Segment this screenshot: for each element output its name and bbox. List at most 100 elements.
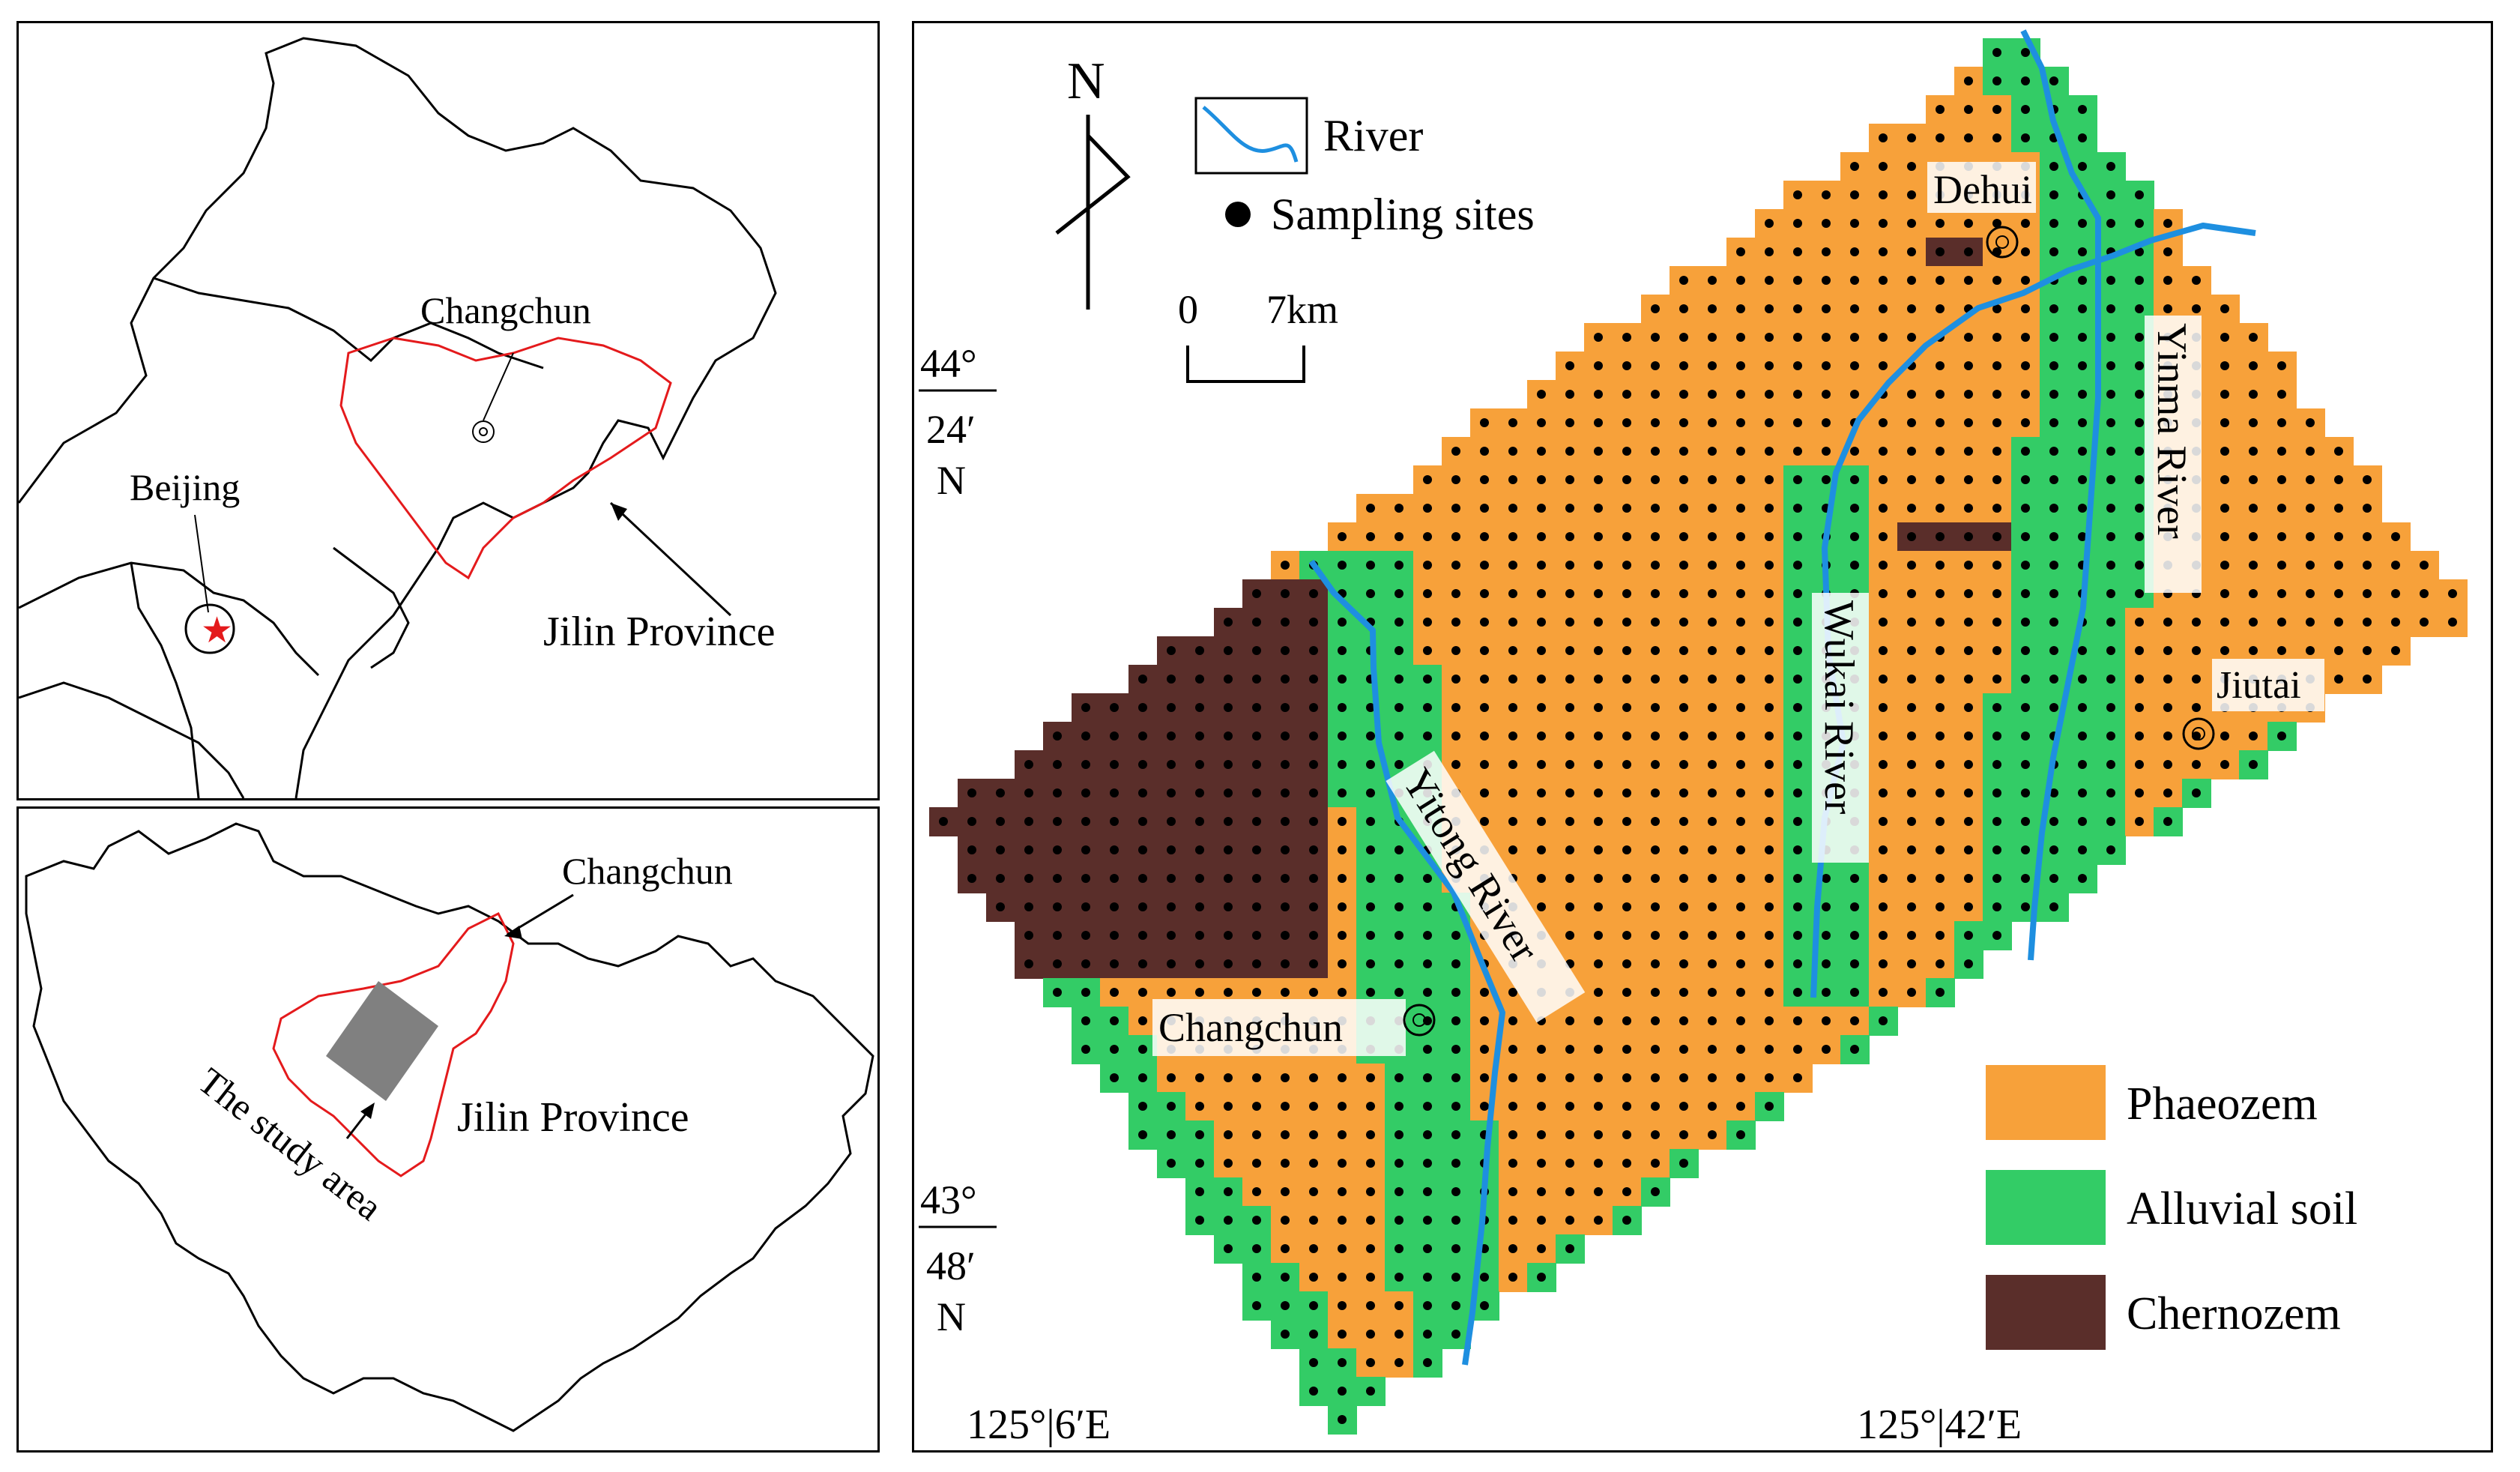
- sampling-site-dot: [1110, 788, 1119, 797]
- sampling-site-dot: [1765, 1016, 1774, 1025]
- sampling-site-dot: [1879, 1016, 1888, 1025]
- sampling-site-dot: [1167, 1102, 1176, 1111]
- sampling-site-dot: [2249, 646, 2258, 655]
- sampling-site-dot: [1736, 333, 1745, 342]
- sampling-site-dot: [1451, 1159, 1460, 1168]
- sampling-site-dot: [1708, 1016, 1717, 1025]
- sampling-site-dot: [1736, 1102, 1745, 1111]
- sampling-site-dot: [2192, 646, 2201, 655]
- sampling-site-dot: [1964, 902, 1973, 911]
- sampling-site-dot: [1708, 931, 1717, 940]
- sampling-site-dot: [1537, 1130, 1546, 1139]
- sampling-site-dot: [1679, 902, 1688, 911]
- sampling-site-dot: [1936, 788, 1945, 797]
- sampling-site-dot: [1992, 475, 2001, 484]
- sampling-site-dot: [1736, 988, 1745, 997]
- sampling-site-dot: [1765, 219, 1774, 228]
- sampling-site-dot: [1395, 760, 1403, 769]
- sampling-site-dot: [2049, 447, 2058, 456]
- sampling-site-dot: [1081, 931, 1090, 940]
- sampling-site-dot: [2049, 845, 2058, 854]
- sampling-site-dot: [1195, 1187, 1204, 1196]
- sampling-site-dot: [1309, 1130, 1318, 1139]
- sampling-site-dot: [1281, 675, 1290, 684]
- sampling-site-dot: [1793, 589, 1802, 598]
- sampling-site-dot: [1992, 874, 2001, 883]
- sampling-site-dot: [1480, 1102, 1489, 1111]
- sampling-site-dot: [1252, 817, 1261, 826]
- sampling-site-dot: [1395, 931, 1403, 940]
- sampling-site-dot: [1338, 1387, 1347, 1396]
- sampling-site-dot: [1736, 390, 1745, 399]
- sampling-site-dot: [1793, 675, 1802, 684]
- sampling-site-dot: [1423, 1045, 1432, 1054]
- sampling-site-dot: [2021, 504, 2030, 513]
- sampling-site-dot: [1907, 732, 1916, 740]
- sampling-site-dot: [1679, 304, 1688, 313]
- sampling-site-dot: [1366, 561, 1375, 570]
- jilin-province-boundary: [339, 337, 672, 580]
- sampling-site-dot: [1992, 532, 2001, 541]
- sampling-site-dot: [1708, 1102, 1717, 1111]
- sampling-site-dot: [1395, 675, 1403, 684]
- sampling-site-dot: [1309, 931, 1318, 940]
- sampling-site-dot: [1195, 959, 1204, 968]
- sampling-site-dot: [1765, 703, 1774, 712]
- sampling-site-dot: [1879, 988, 1888, 997]
- sampling-site-dot: [1366, 1301, 1375, 1310]
- sampling-site-dot: [1252, 760, 1261, 769]
- sampling-site-dot: [1594, 504, 1603, 513]
- sampling-site-dot: [1224, 1130, 1233, 1139]
- sampling-site-dot: [1480, 817, 1489, 826]
- sampling-site-dot: [1907, 475, 1916, 484]
- sampling-site-dot: [1338, 988, 1347, 997]
- sampling-site-dot: [1879, 561, 1888, 570]
- sampling-site-dot: [1936, 760, 1945, 769]
- sampling-site-dot: [2135, 276, 2144, 285]
- sampling-site-dot: [1651, 390, 1660, 399]
- sampling-site-dot: [1651, 788, 1660, 797]
- sampling-site-dot: [1765, 646, 1774, 655]
- sampling-site-dot: [1765, 1045, 1774, 1054]
- sampling-site-dot: [2049, 874, 2058, 883]
- sampling-site-dot: [1338, 1130, 1347, 1139]
- sampling-site-dot: [1594, 931, 1603, 940]
- sampling-site-dot: [1423, 618, 1432, 627]
- sampling-site-dot: [1423, 1159, 1432, 1168]
- sampling-site-dot: [1167, 1073, 1176, 1082]
- sampling-site-dot: [1964, 247, 1973, 256]
- sampling-site-dot: [2277, 532, 2286, 541]
- sampling-site-dot: [1822, 390, 1831, 399]
- sampling-site-dot: [1594, 475, 1603, 484]
- sampling-site-dot: [1964, 646, 1973, 655]
- sampling-site-dot: [2021, 247, 2030, 256]
- sampling-site-dot: [1622, 447, 1631, 456]
- sampling-site-dot: [1936, 675, 1945, 684]
- sampling-site-dot: [2021, 532, 2030, 541]
- sampling-site-dot: [2135, 475, 2144, 484]
- sampling-site-dot: [1451, 561, 1460, 570]
- sampling-site-dot: [1964, 788, 1973, 797]
- sampling-site-dot: [1679, 532, 1688, 541]
- sampling-site-dot: [1138, 760, 1147, 769]
- sampling-site-dot: [1309, 732, 1318, 740]
- sampling-site-dot: [1907, 447, 1916, 456]
- north-label: N: [1067, 52, 1105, 110]
- sampling-site-dot: [1138, 988, 1147, 997]
- sampling-site-dot: [1508, 561, 1517, 570]
- sampling-site-dot: [1679, 874, 1688, 883]
- longitude-label-right: 125°|42′E: [1857, 1402, 2022, 1448]
- sampling-site-dot: [2277, 732, 2286, 740]
- sampling-site-dot: [1708, 589, 1717, 598]
- sampling-site-dot: [1565, 589, 1574, 598]
- sampling-site-dot: [1765, 475, 1774, 484]
- sampling-site-dot: [1565, 361, 1574, 370]
- sampling-site-dot: [1708, 1130, 1717, 1139]
- jilin-province-label-inset1: Jilin Province: [543, 609, 776, 655]
- sampling-site-dot: [1537, 732, 1546, 740]
- sampling-site-dot: [1508, 475, 1517, 484]
- sampling-site-dot: [1451, 1016, 1460, 1025]
- sampling-site-dot: [1708, 1045, 1717, 1054]
- sampling-site-dot: [1679, 361, 1688, 370]
- sampling-site-dot: [1309, 1330, 1318, 1339]
